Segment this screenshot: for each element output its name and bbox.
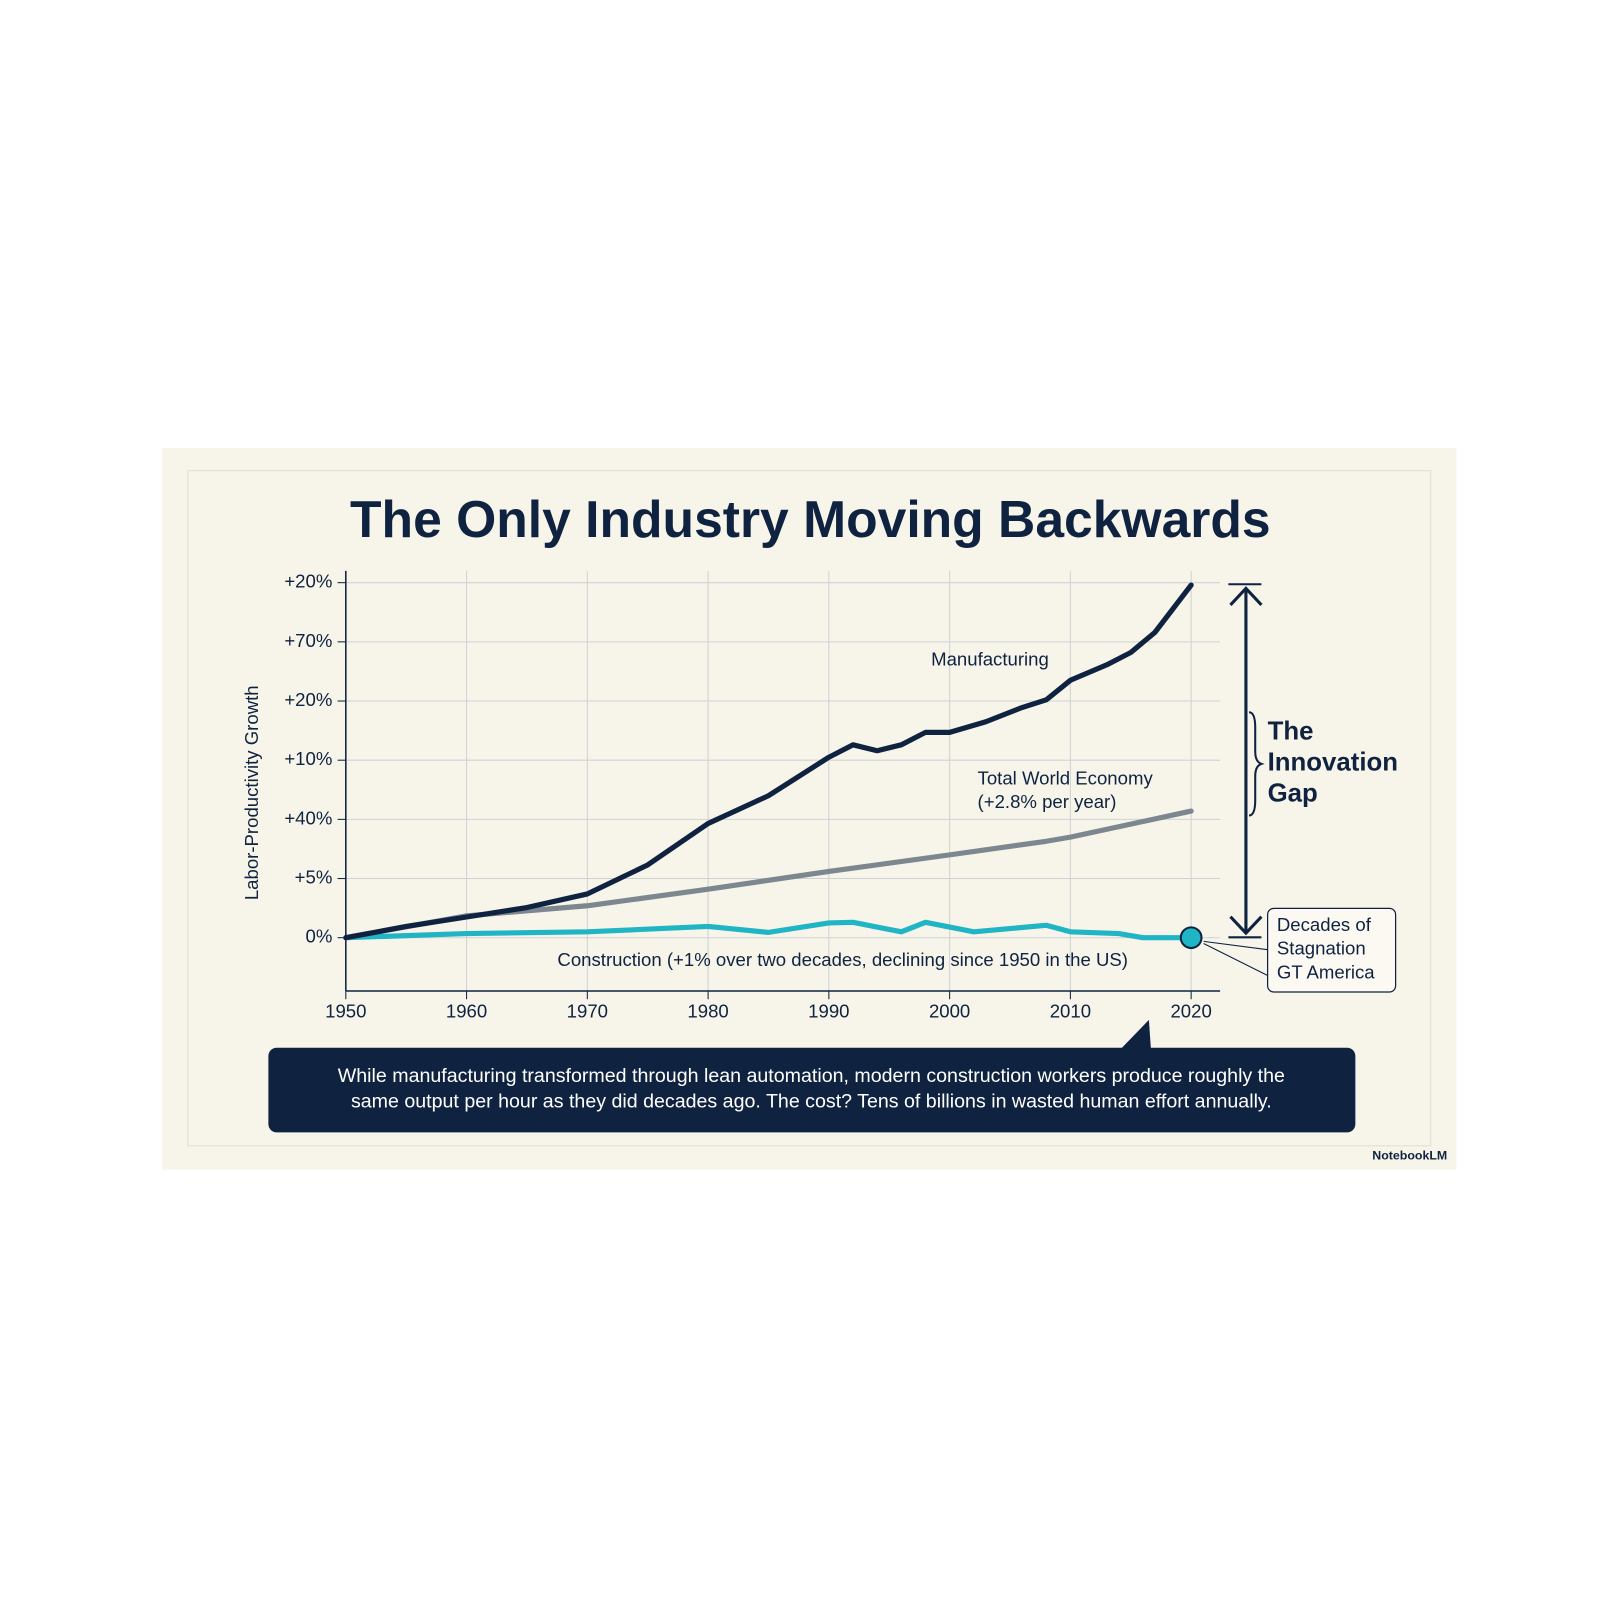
gap-arrowheads [1229,586,1263,936]
y-tick-label: +70% [284,630,332,651]
x-tick-label: 2010 [1050,1001,1091,1022]
plot: 0% +5% +40% +10% +20% +70% +20% 1950 1960 1970 198… [284,571,1221,1022]
x-tick-label: 1970 [567,1001,608,1022]
series-line [343,582,1194,941]
card-frame [187,470,1432,1147]
x-tick-label: 1960 [446,1001,487,1022]
series-note: (+2.8% per year) [978,791,1117,812]
callout-box [1266,907,1397,993]
caption-pointer [1120,1019,1151,1050]
y-tick-label: +40% [284,807,332,828]
series-line [343,919,1194,941]
gap-brace [1248,711,1265,817]
callout-text: Stagnation [1277,938,1366,959]
chart-title: The Only Industry Moving Backwards [350,490,1271,548]
y-tick-label: +20% [284,689,332,710]
callout-text: Decades of [1277,914,1372,935]
x-tick-label: 2000 [929,1001,970,1022]
gap-label: Gap [1268,780,1318,808]
series-label: Manufacturing [931,649,1049,670]
gap-label: Innovation [1268,749,1398,777]
callout-text: GT America [1277,961,1375,982]
y-tick-label: 0% [306,926,333,947]
x-tick-label: 1950 [325,1001,366,1022]
x-tick-label: 1990 [808,1001,849,1022]
x-tick-label: 2020 [1170,1001,1211,1022]
series-label: Total World Economy [978,767,1154,788]
caption-box [268,1047,1356,1133]
x-tick-label: 1980 [687,1001,728,1022]
series-label: Construction (+1% over two decades, decl… [557,949,1128,970]
caption-line: While manufacturing transformed through … [338,1065,1285,1087]
end-marker [1179,926,1203,950]
callout-leader [1203,940,1268,976]
caption-line: same output per hour as they did decades… [351,1091,1272,1113]
y-tick-label: +20% [284,571,332,592]
y-tick-label: +5% [295,866,333,887]
brand: NotebookLM [1372,1148,1447,1162]
gap-label: The [1268,718,1314,746]
y-axis-label: Labor-Productivity Growth [241,685,262,900]
y-tick-label: +10% [284,748,332,769]
